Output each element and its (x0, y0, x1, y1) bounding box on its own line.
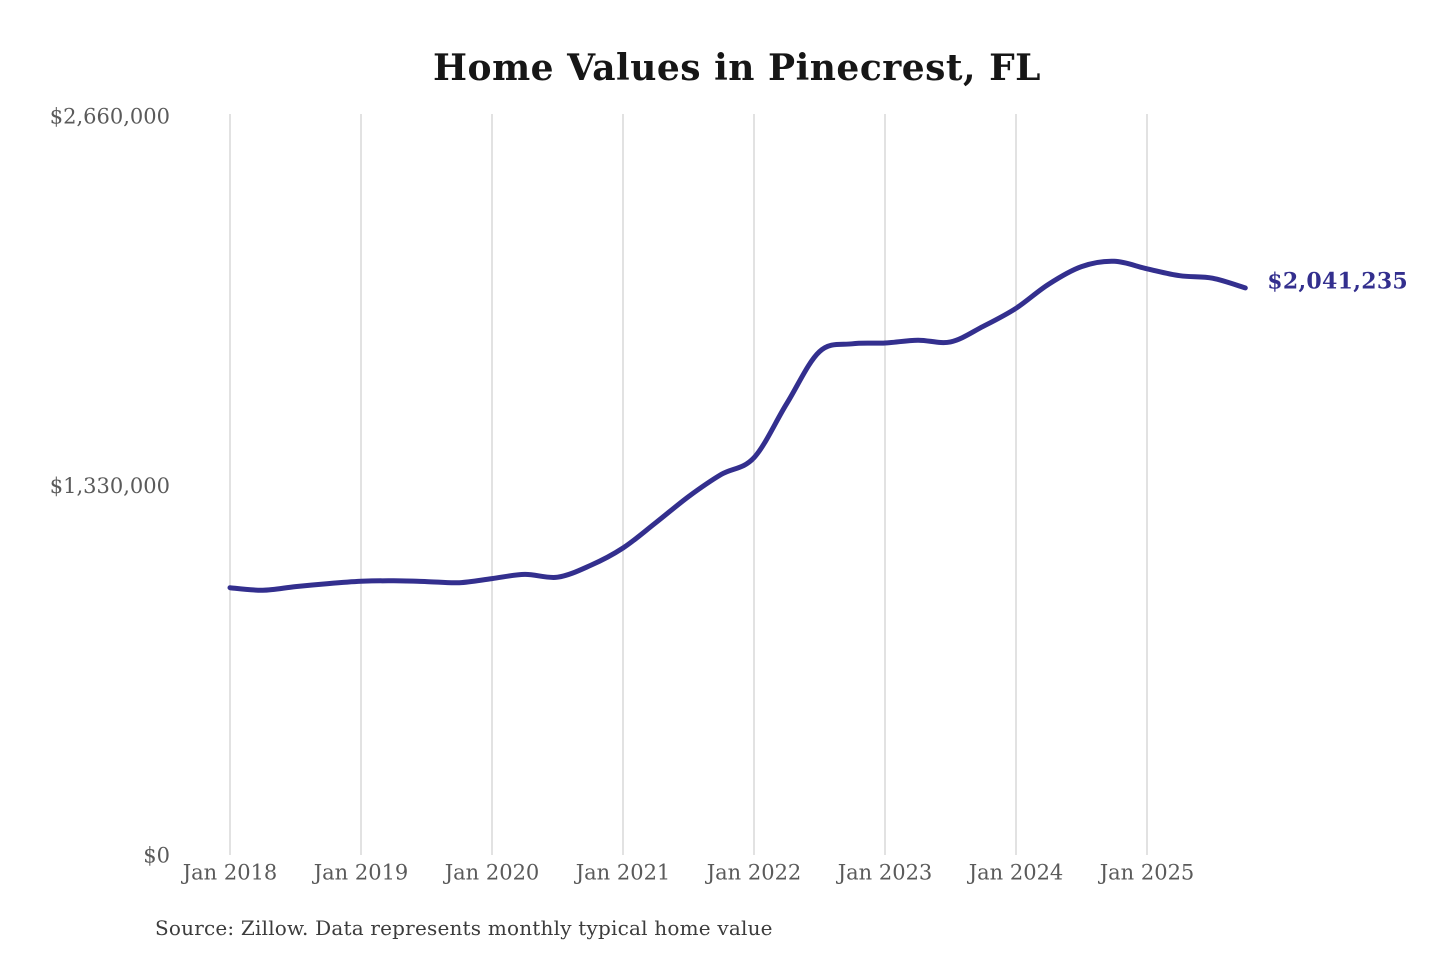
x-tick-label: Jan 2019 (312, 860, 409, 884)
x-tick-label: Jan 2022 (705, 860, 802, 884)
x-tick-label: Jan 2021 (574, 860, 671, 884)
y-tick-label: $2,660,000 (50, 104, 170, 128)
x-tick-label: Jan 2024 (967, 860, 1064, 884)
y-tick-label: $1,330,000 (50, 474, 170, 498)
x-tick-label: Jan 2020 (443, 860, 540, 884)
value-line (227, 258, 1248, 593)
current-value-label: $2,041,235 (1267, 269, 1408, 295)
x-tick-label: Jan 2023 (836, 860, 933, 884)
x-tick-label: Jan 2025 (1098, 860, 1195, 884)
source-note: Source: Zillow. Data represents monthly … (155, 916, 773, 940)
chart-title: Home Values in Pinecrest, FL (433, 47, 1041, 89)
y-tick-label: $0 (143, 843, 170, 867)
x-tick-label: Jan 2018 (181, 860, 278, 884)
